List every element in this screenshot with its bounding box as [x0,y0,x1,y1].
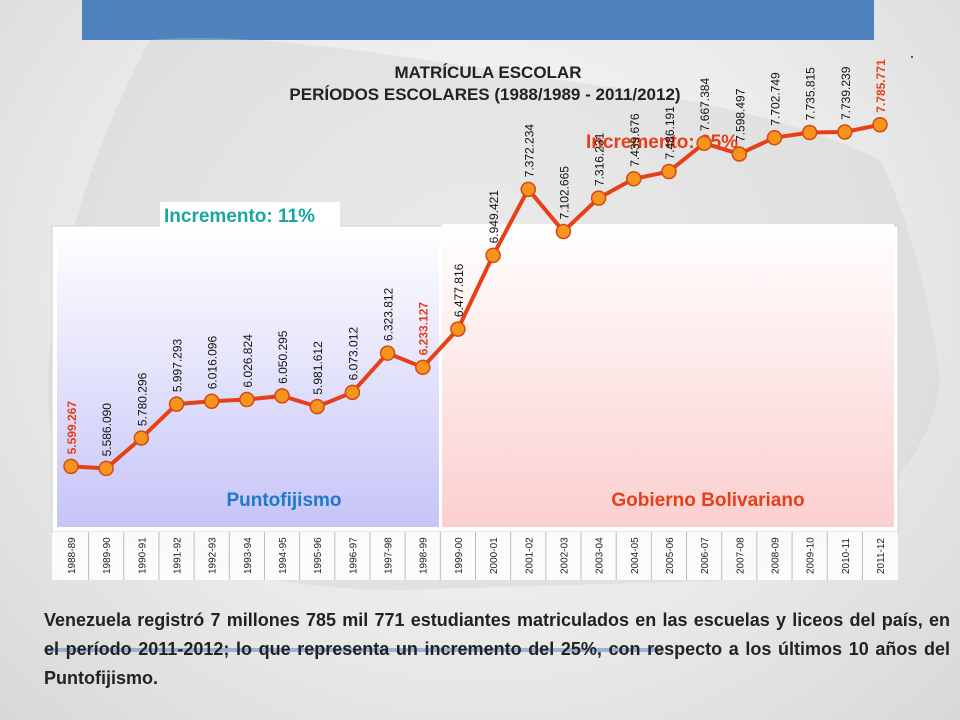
x-tick-label: 1993-94 [243,537,254,574]
data-label: 5.780.296 [135,372,149,426]
x-tick-label: 2004-05 [630,537,641,574]
chart-subtitle: PERÍODOS ESCOLARES (1988/1989 - 2011/201… [289,85,680,104]
chart-title: MATRÍCULA ESCOLAR [395,63,582,82]
data-point [520,181,537,198]
x-tick-label: 1988-89 [67,537,78,574]
increment-left: Incremento: 11% [164,206,315,227]
data-point [98,460,114,477]
x-tick-label: 1992-93 [208,537,219,574]
data-point [379,345,396,361]
period-label-bolivariano: Gobierno Bolivariano [611,490,804,511]
data-point [626,171,642,187]
x-tick-label: 1990-91 [137,537,148,574]
data-label: 5.997.293 [171,338,185,392]
data-point [696,135,712,151]
x-tick-label: 2003-04 [595,537,606,574]
data-point [274,388,290,404]
data-label: 6.233.127 [417,302,431,356]
data-label: 7.372.234 [522,124,536,178]
data-label: 6.050.295 [276,330,290,384]
x-tick-label: 1998-99 [419,537,430,574]
x-tick-label: 2001-02 [524,537,535,574]
data-point [239,391,255,408]
x-tick-label: 2005-06 [665,537,676,574]
top-banner [82,0,874,40]
data-point [133,430,150,446]
data-point [731,146,748,162]
decorative-dot [911,56,913,58]
data-point [555,223,572,240]
data-label: 6.949.421 [487,190,501,244]
x-tick-label: 1996-97 [348,537,359,574]
x-tick-label: 1994-95 [278,537,289,574]
data-label: 5.586.090 [100,403,114,457]
data-label: 7.785.771 [874,59,888,113]
data-point [872,116,888,133]
data-point [414,359,431,376]
increment-left-bg [160,202,340,228]
period-panel-puntofijismo [57,228,439,527]
data-label: 6.073.012 [346,327,360,381]
period-label-puntofijismo: Puntofijismo [226,490,341,511]
x-tick-label: 1997-98 [384,537,395,574]
x-tick-label: 1999-00 [454,537,465,574]
data-point [801,124,818,141]
x-tick-label: 2009-10 [806,537,817,574]
data-point [590,190,607,206]
data-point [837,124,853,140]
x-tick-label: 2007-08 [735,537,746,574]
x-tick-label: 2010-11 [841,538,852,574]
period-panel-bolivariano [442,224,894,527]
data-label: 7.102.665 [557,166,571,220]
data-label: 7.739.239 [839,66,853,120]
x-tick-label: 2002-03 [559,537,570,574]
data-label: 5.599.267 [65,401,79,455]
data-label: 7.735.815 [804,67,818,121]
data-point [344,384,361,401]
data-label: 6.026.824 [241,334,255,388]
data-label: 6.323.812 [382,287,396,341]
data-label: 6.016.096 [206,336,220,390]
data-point [309,398,325,415]
data-point [203,393,220,409]
data-label: 7.702.749 [768,72,782,126]
data-point [766,129,783,146]
x-tick-label: 2000-01 [489,537,500,574]
data-label: 6.477.816 [452,263,466,317]
data-label: 7.486.191 [663,106,677,160]
caption-text: Venezuela registró 7 millones 785 mil 77… [44,610,950,688]
x-tick-label: 1995-96 [313,537,324,574]
x-tick-label: 2008-09 [770,537,781,574]
x-tick-label: 1991-92 [173,537,184,574]
data-point [485,247,501,264]
data-point [168,396,185,412]
data-label: 7.598.497 [733,88,747,142]
data-point [63,458,79,475]
data-label: 7.316.231 [593,132,607,186]
data-point [450,321,466,337]
x-tick-label: 2011-12 [876,538,887,574]
caption-underline [44,648,664,652]
data-label: 7.667.384 [698,78,712,132]
data-label: 7.439.676 [628,113,642,167]
data-label: 5.981.612 [311,341,325,395]
x-tick-label: 2006-07 [700,537,711,574]
x-tick-label: 1989-90 [102,537,113,574]
data-point [661,163,677,180]
